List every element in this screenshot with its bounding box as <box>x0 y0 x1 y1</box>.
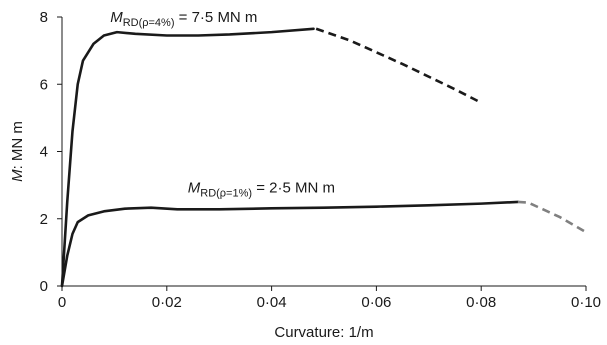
y-tick-label: 8 <box>40 9 48 26</box>
series-rho1-dashed-line <box>517 200 587 234</box>
annotation-rho1: MRD(ρ=1%) = 2·5 MN m <box>188 180 335 200</box>
annotation-subscript: RD(ρ=4%) <box>123 17 175 29</box>
x-tick-label: 0·04 <box>257 294 287 311</box>
y-axis-title-symbol: M <box>9 169 26 182</box>
series-rho4-dashed-line <box>315 27 482 104</box>
x-tick-label: 0·02 <box>152 294 182 311</box>
y-tick-label: 4 <box>40 144 48 161</box>
annotation-subscript: RD(ρ=1%) <box>200 188 252 200</box>
y-tick-label: 6 <box>40 76 48 93</box>
x-axis-title: Curvature: 1/m <box>274 324 373 341</box>
y-tick-label: 2 <box>40 211 48 228</box>
series-layer <box>60 27 587 288</box>
y-axis-title: M: MN m <box>9 121 26 182</box>
x-tick-label: 0 <box>58 294 66 311</box>
x-tick-label: 0·10 <box>571 294 601 311</box>
y-axis-title-unit: : MN m <box>9 121 26 169</box>
annotation-symbol: M <box>188 180 201 197</box>
axes <box>61 17 586 287</box>
x-tick-label: 0·08 <box>466 294 496 311</box>
x-ticks: 0 0·02 0·04 0·06 0·08 0·10 <box>58 286 601 311</box>
annotation-symbol: M <box>110 9 123 26</box>
annotation-rho4: MRD(ρ=4%) = 7·5 MN m <box>110 9 257 29</box>
y-ticks: 0 2 4 6 8 <box>40 9 62 295</box>
y-tick-label: 0 <box>40 278 48 295</box>
series-rho4-solid-line <box>60 27 315 288</box>
annotation-value: = 2·5 MN m <box>252 180 335 197</box>
annotation-value: = 7·5 MN m <box>175 9 258 26</box>
series-rho1-solid-line <box>60 200 520 288</box>
x-tick-label: 0·06 <box>361 294 391 311</box>
